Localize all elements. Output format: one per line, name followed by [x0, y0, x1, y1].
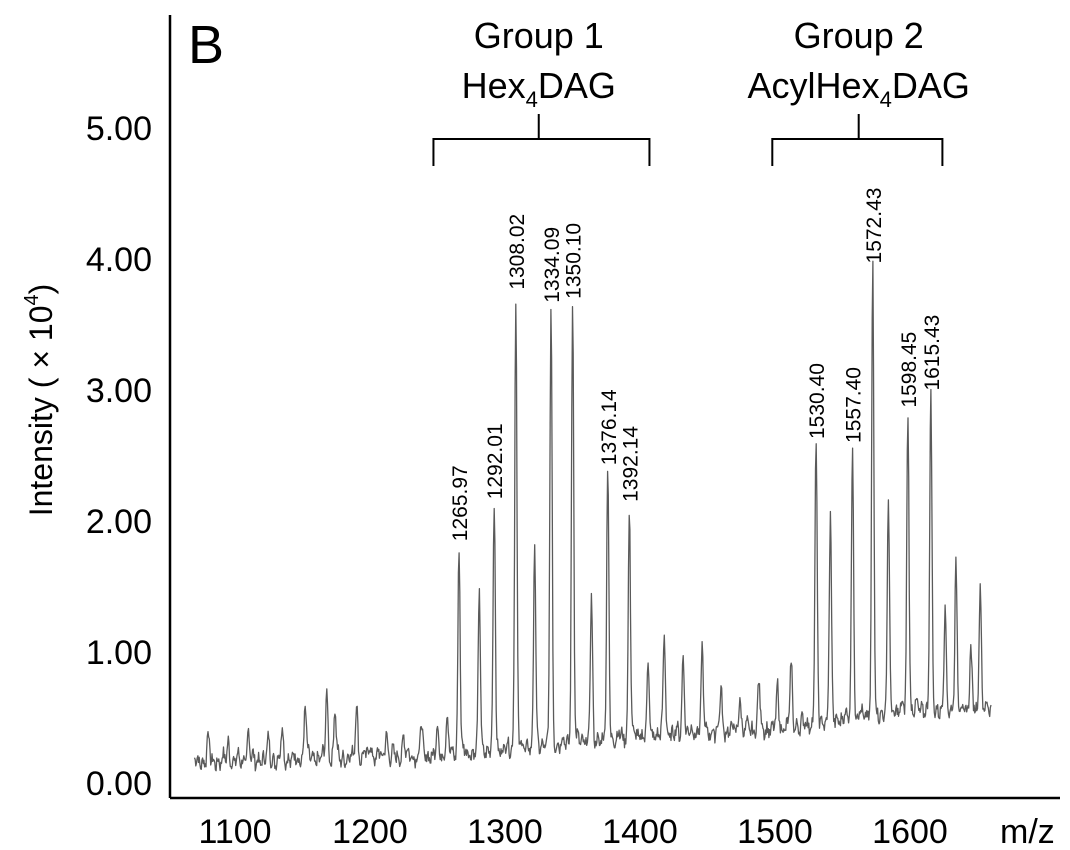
group-subscript: 4	[880, 87, 892, 112]
group-lipid-class: AcylHex4DAG	[748, 65, 970, 112]
group-subscript: 4	[526, 87, 538, 112]
peak-label: 1392.14	[619, 426, 642, 502]
peak-label: 1530.40	[806, 363, 829, 439]
x-tick-label: 1100	[198, 813, 271, 850]
y-tick-label: 1.00	[86, 634, 152, 672]
y-tick-label: 2.00	[86, 503, 152, 541]
x-tick-label: 1300	[467, 813, 543, 850]
x-axis-label: m/z	[1000, 813, 1055, 850]
peak-label: 1350.10	[563, 223, 586, 299]
peak-label: 1376.14	[598, 389, 621, 465]
x-tick-label: 1200	[332, 813, 408, 850]
peak-label: 1334.09	[541, 227, 564, 303]
group-lipid-class: Hex4DAG	[462, 65, 616, 112]
spectrum-trace-layer	[193, 260, 992, 772]
peak-label: 1292.01	[484, 423, 507, 499]
y-tick-label: 4.00	[86, 241, 152, 279]
panel-letter: B	[188, 15, 224, 75]
group-bracket	[432, 114, 651, 166]
peak-label: 1615.43	[921, 315, 944, 391]
y-tick-label: 0.00	[86, 765, 152, 803]
peak-label: 1265.97	[449, 465, 472, 541]
group-brackets: Group 1 Hex4DAG Group 2 AcylHex4DAG	[432, 15, 970, 166]
peak-label: 1598.45	[898, 332, 921, 408]
y-axis-label-superscript: 4	[21, 294, 43, 305]
peak-label: 1557.40	[842, 367, 865, 443]
group-title: Group 2	[794, 15, 924, 56]
group-bracket	[771, 114, 944, 166]
x-tick-label: 1600	[872, 813, 948, 850]
x-axis-ticks: 1100 1200 1300 1400 1500 1600	[198, 813, 947, 850]
peak-label: 1308.02	[506, 214, 529, 290]
x-tick-label: 1500	[737, 813, 813, 850]
y-axis-ticks: 0.00 1.00 2.00 3.00 4.00 5.00	[86, 110, 152, 803]
y-axis-label: Intensity ( × 104)	[21, 284, 59, 517]
y-tick-label: 5.00	[86, 110, 152, 148]
x-tick-label: 1400	[602, 813, 678, 850]
y-tick-label: 3.00	[86, 372, 152, 410]
spectrum-trace	[193, 260, 992, 772]
group-title: Group 1	[474, 15, 604, 56]
peak-label: 1572.43	[863, 188, 886, 264]
